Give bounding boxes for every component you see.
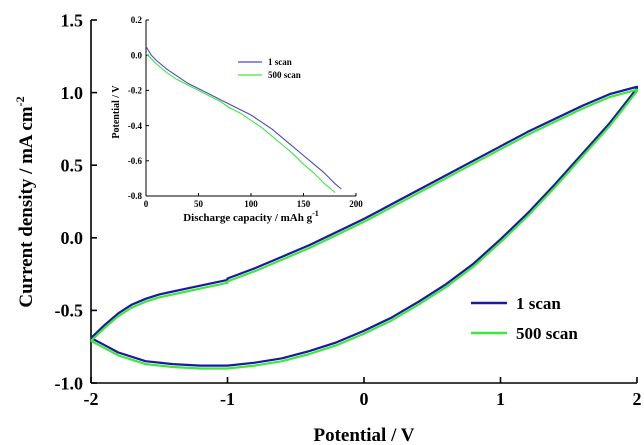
inset-x-axis-label-superscript: -1 (312, 209, 319, 218)
inset-x-tick-label: 0 (144, 199, 149, 209)
main-x-tick-label: -2 (84, 389, 99, 409)
main-y-tick-label: 1.5 (61, 10, 84, 30)
inset-y-tick-label: -0.2 (128, 86, 143, 96)
main-x-ticks: -2 -1 0 1 2 (84, 377, 642, 409)
inset-x-axis-label-text: Discharge capacity / mAh g (183, 212, 312, 224)
main-y-tick-label: 1.0 (61, 83, 84, 103)
main-series (90, 85, 639, 370)
legend-label-500-scan: 500 scan (516, 324, 578, 343)
inset-x-tick-label: 150 (297, 199, 311, 209)
main-legend: 1 scan 500 scan (471, 294, 578, 343)
inset-y-axis-label: Potential / V (111, 85, 122, 139)
main-x-tick-label: 2 (633, 389, 642, 409)
main-y-ticks: -1.0 -0.5 0.0 0.5 1.0 1.5 (55, 10, 97, 393)
inset-x-axis-label: Discharge capacity / mAh g-1 (183, 209, 319, 224)
inset-y-tick-label: 0.0 (131, 50, 143, 60)
main-y-axis-label: Current density / mA cm-2 (13, 96, 37, 307)
inset-chart: 0 50 100 150 200 -0.8 -0.6 -0.4 -0.2 0.0 0.2 Disc… (111, 15, 363, 224)
inset-legend: 1 scan 500 scan (238, 57, 301, 80)
inset-series (145, 46, 342, 193)
main-y-tick-label: -1.0 (55, 373, 84, 393)
inset-x-tick-label: 200 (349, 199, 363, 209)
inset-x-ticks: 0 50 100 150 200 (144, 193, 363, 209)
main-y-tick-label: 0.0 (61, 228, 84, 248)
inset-y-tick-label: -0.8 (128, 191, 143, 201)
inset-y-tick-label: -0.6 (128, 156, 143, 166)
inset-legend-label-1-scan: 1 scan (268, 57, 292, 67)
inset-x-tick-label: 50 (194, 199, 204, 209)
inset-series-line-1-scan (145, 46, 342, 190)
main-series-line-500-scan (90, 88, 639, 370)
main-y-axis-label-superscript: -2 (13, 96, 27, 106)
main-x-tick-label: 1 (496, 389, 505, 409)
main-series-line-1-scan (90, 85, 639, 367)
legend-label-1-scan: 1 scan (516, 294, 561, 313)
main-x-tick-label: 0 (360, 389, 369, 409)
inset-series-line-500-scan (145, 53, 336, 193)
inset-y-tick-label: -0.4 (128, 121, 143, 131)
main-x-axis-label: Potential / V (314, 425, 415, 445)
inset-y-tick-label: 0.2 (131, 15, 143, 25)
inset-legend-label-500-scan: 500 scan (268, 70, 301, 80)
main-y-axis-label-text: Current density / mA cm (16, 106, 37, 307)
main-y-tick-label: 0.5 (61, 156, 84, 176)
main-chart: -2 -1 0 1 2 -1.0 -0.5 0.0 0.5 1.0 1.5 Potential /… (13, 10, 642, 445)
main-y-tick-label: -0.5 (55, 301, 84, 321)
inset-x-tick-label: 100 (244, 199, 258, 209)
inset-y-ticks: -0.8 -0.6 -0.4 -0.2 0.0 0.2 (128, 15, 149, 201)
main-x-tick-label: -1 (220, 389, 235, 409)
